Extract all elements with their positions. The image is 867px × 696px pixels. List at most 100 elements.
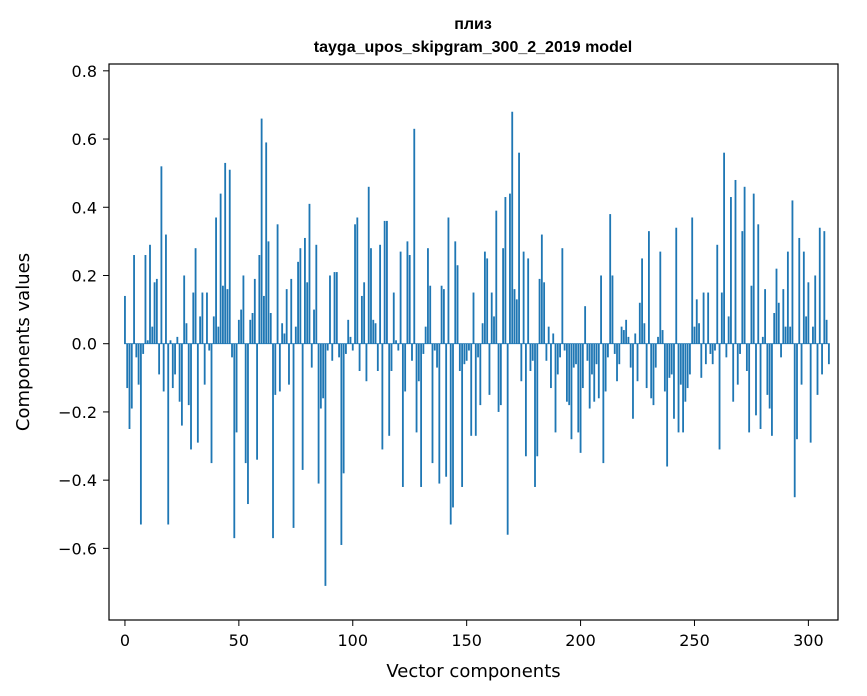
y-axis-ticks: −0.6 −0.4 −0.2 0.0 0.2 0.4 0.6 0.8 bbox=[58, 62, 109, 558]
bar bbox=[468, 343, 470, 351]
bar bbox=[349, 336, 352, 344]
bar bbox=[625, 319, 628, 344]
bar bbox=[821, 343, 823, 375]
bar bbox=[335, 272, 338, 344]
bar bbox=[401, 343, 404, 487]
bar bbox=[750, 285, 753, 344]
bar bbox=[356, 217, 359, 344]
bar bbox=[174, 343, 176, 375]
bar bbox=[481, 323, 484, 344]
bar bbox=[160, 166, 163, 344]
bar bbox=[212, 316, 215, 344]
bar bbox=[217, 326, 220, 344]
bar bbox=[725, 343, 728, 358]
x-tick-label: 200 bbox=[565, 631, 596, 650]
bar bbox=[584, 306, 587, 344]
bar bbox=[276, 224, 279, 344]
bar bbox=[169, 340, 172, 344]
bar bbox=[162, 343, 165, 392]
bar bbox=[720, 292, 723, 344]
bar bbox=[176, 336, 179, 344]
bar bbox=[513, 289, 516, 344]
bar bbox=[292, 343, 295, 528]
bar bbox=[463, 343, 466, 365]
bar bbox=[135, 343, 138, 358]
bar bbox=[454, 241, 457, 344]
bar bbox=[267, 241, 270, 344]
bar bbox=[379, 244, 382, 344]
bar bbox=[422, 343, 425, 354]
bar bbox=[130, 343, 133, 409]
bar bbox=[240, 309, 243, 344]
x-tick-label: 100 bbox=[337, 631, 368, 650]
bar bbox=[716, 244, 719, 344]
bar bbox=[324, 343, 327, 586]
bar bbox=[793, 343, 796, 498]
bar bbox=[702, 292, 705, 344]
bar bbox=[816, 343, 819, 395]
bar bbox=[796, 343, 798, 440]
bar bbox=[620, 326, 623, 344]
bar bbox=[502, 248, 505, 344]
bar bbox=[493, 316, 495, 344]
bar bbox=[748, 343, 751, 433]
bar bbox=[572, 343, 575, 368]
bar bbox=[479, 343, 482, 406]
chart-title: плиз tayga_upos_skipgram_300_2_2019 mode… bbox=[314, 16, 632, 56]
bar bbox=[376, 343, 379, 371]
bar bbox=[745, 343, 748, 371]
bar bbox=[741, 231, 744, 344]
bar bbox=[242, 275, 245, 344]
bar bbox=[342, 343, 345, 474]
bar bbox=[607, 343, 609, 358]
x-tick-label: 300 bbox=[793, 631, 824, 650]
bar bbox=[315, 244, 318, 344]
bar bbox=[199, 316, 202, 344]
bar bbox=[613, 343, 616, 354]
bar bbox=[634, 333, 637, 344]
bar bbox=[340, 343, 343, 545]
bar bbox=[281, 323, 284, 344]
bar bbox=[226, 289, 229, 344]
bar bbox=[171, 343, 174, 389]
bar bbox=[142, 343, 145, 354]
bar bbox=[210, 343, 213, 464]
bar bbox=[495, 210, 498, 344]
bar bbox=[718, 343, 721, 450]
bar bbox=[187, 343, 190, 406]
bar bbox=[269, 313, 272, 344]
bar bbox=[272, 343, 274, 539]
bar bbox=[333, 272, 336, 344]
bar bbox=[310, 343, 313, 368]
bar bbox=[659, 251, 662, 344]
bar bbox=[802, 251, 805, 344]
bar bbox=[504, 197, 507, 344]
bar bbox=[358, 343, 361, 371]
bar bbox=[591, 343, 593, 375]
bar bbox=[440, 285, 443, 344]
bar bbox=[167, 343, 170, 525]
bar bbox=[518, 152, 520, 344]
bar bbox=[203, 343, 206, 385]
bar bbox=[417, 343, 420, 382]
bar bbox=[597, 343, 600, 399]
bar bbox=[206, 292, 208, 344]
bar bbox=[761, 336, 764, 344]
bar bbox=[711, 343, 714, 365]
bar bbox=[151, 326, 154, 344]
bar bbox=[654, 343, 657, 368]
y-tick-label: −0.4 bbox=[58, 471, 97, 490]
bar bbox=[383, 220, 386, 344]
bar bbox=[126, 343, 129, 389]
bar bbox=[133, 255, 135, 344]
bar bbox=[782, 289, 785, 344]
bar bbox=[363, 282, 366, 344]
bar bbox=[399, 251, 402, 344]
bar bbox=[677, 343, 680, 433]
bar bbox=[611, 275, 614, 344]
bar bbox=[449, 343, 452, 525]
x-tick-label: 0 bbox=[120, 631, 130, 650]
bar bbox=[807, 282, 810, 344]
bar bbox=[529, 343, 532, 371]
